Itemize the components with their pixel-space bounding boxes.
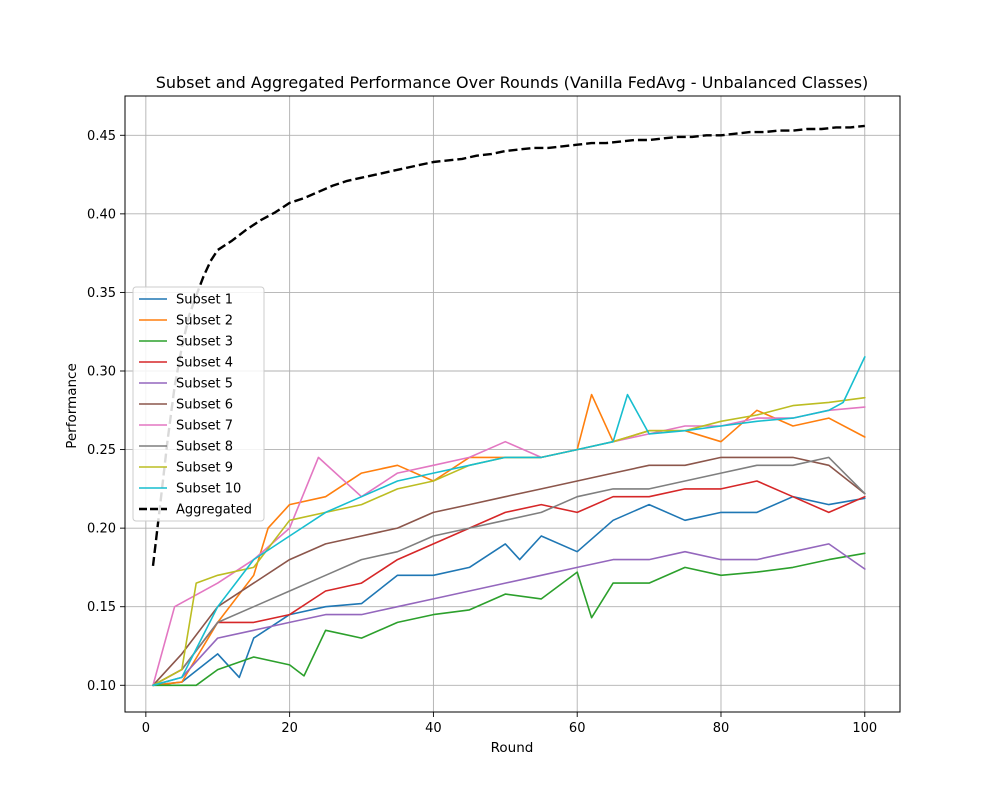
series-line-aggregated [151, 124, 865, 567]
legend-label: Subset 9 [176, 461, 233, 476]
legend-box [132, 286, 265, 522]
y-tick-label: 0.35 [87, 286, 116, 301]
y-tick-label: 0.30 [87, 365, 116, 380]
series-line-subset-8 [152, 456, 866, 687]
legend-label: Subset 8 [176, 440, 233, 455]
series-line-subset-6 [152, 456, 866, 687]
series-line-subset-3 [152, 552, 866, 687]
legend-label: Subset 3 [176, 335, 233, 350]
axes [124, 95, 901, 713]
x-axis-label: Round [491, 740, 534, 756]
legend-label: Subset 6 [176, 398, 233, 413]
legend-label: Subset 5 [176, 377, 233, 392]
series-line-subset-4 [152, 480, 866, 687]
y-tick-label: 0.20 [87, 522, 116, 537]
legend-label: Subset 10 [176, 482, 241, 497]
x-tick-label: 0 [142, 721, 150, 736]
series-line-subset-10 [152, 356, 866, 687]
y-tick-label: 0.15 [87, 600, 116, 615]
y-tick-label: 0.40 [87, 207, 116, 222]
x-tick-label: 40 [425, 721, 442, 736]
legend-label: Subset 2 [176, 314, 233, 329]
chart-title: Subset and Aggregated Performance Over R… [156, 73, 869, 92]
legend-label: Subset 1 [176, 293, 233, 308]
legend-label: Subset 4 [176, 356, 233, 371]
series-line-subset-7 [152, 406, 866, 687]
ticks: 0 20 40 60 80 100 0.10 0.15 0.20 0.25 0.30 0.35 0.40… [87, 129, 877, 736]
x-tick-label: 100 [852, 721, 877, 736]
x-tick-label: 20 [281, 721, 298, 736]
series-line-subset-1 [152, 495, 866, 687]
plot-frame [124, 95, 901, 713]
series-line-subset-5 [152, 543, 866, 687]
legend-label: Subset 7 [176, 419, 233, 434]
y-tick-label: 0.45 [87, 129, 116, 144]
legend: Subset 1 Subset 2 Subset 3 Subset 4 Subset 5… [132, 286, 265, 522]
series-lines [151, 124, 866, 687]
y-tick-label: 0.10 [87, 679, 116, 694]
x-tick-label: 80 [713, 721, 730, 736]
legend-label: Aggregated [176, 503, 252, 518]
y-axis-label: Performance [64, 363, 80, 449]
x-tick-label: 60 [569, 721, 586, 736]
y-tick-label: 0.25 [87, 443, 116, 458]
